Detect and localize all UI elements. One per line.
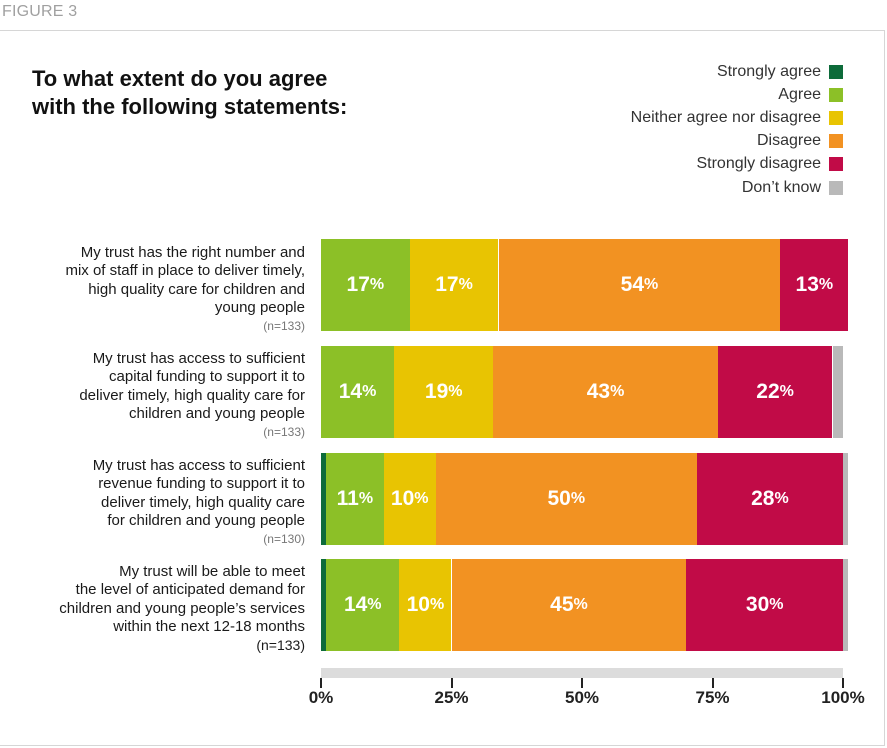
category-text: My trust will be able to meet the level … — [59, 563, 305, 636]
bar-segment — [321, 453, 327, 545]
data-label-unit: % — [369, 276, 385, 293]
data-label: 30 — [745, 593, 770, 616]
bar-segment — [843, 559, 849, 651]
category-text: My trust has access to sufficient revenu… — [92, 457, 305, 530]
data-label: 19 — [424, 380, 449, 403]
x-tick-label: 50% — [564, 688, 600, 707]
x-tick-label: 25% — [434, 688, 469, 707]
category-text: My trust has the right number and mix of… — [65, 244, 305, 317]
legend-swatch — [829, 87, 843, 102]
bar-segment: 19% — [394, 346, 494, 438]
bar-segment: 11% — [326, 453, 384, 545]
sample-size: (n=133) — [256, 636, 305, 653]
data-label: 10 — [406, 593, 430, 616]
data-label: 43 — [586, 380, 611, 403]
data-label: 17 — [346, 273, 370, 296]
data-label: 14 — [338, 380, 363, 403]
chart-panel — [0, 30, 885, 746]
sample-size: (n=133) — [263, 318, 305, 333]
data-label: 22 — [756, 380, 780, 403]
bar-segment: 14% — [326, 559, 400, 651]
data-label-unit: % — [779, 383, 794, 400]
legend-item: Disagree — [631, 130, 843, 153]
legend-label: Neither agree nor disagree — [630, 108, 821, 126]
data-label: 14 — [343, 593, 368, 616]
bar-segment — [321, 559, 327, 651]
bar-segment: 50% — [435, 453, 697, 545]
data-label-unit: % — [367, 596, 382, 613]
legend-item: Strongly agree — [631, 60, 843, 83]
legend-swatch — [829, 64, 843, 79]
data-label-unit: % — [458, 276, 473, 293]
bar-segment: 10% — [383, 453, 436, 545]
x-tick-mark — [320, 678, 322, 688]
x-tick-label: 100% — [821, 688, 865, 707]
data-label-unit: % — [818, 276, 834, 293]
data-label: 10 — [390, 487, 415, 510]
sample-size: (n=133) — [263, 424, 305, 439]
bar-segment: 17% — [321, 239, 410, 331]
data-label-unit: % — [414, 490, 429, 507]
legend-label: Agree — [778, 85, 821, 103]
data-label-unit: % — [358, 490, 374, 507]
data-label: 50 — [547, 487, 571, 510]
x-tick-mark — [581, 678, 583, 688]
legend-swatch — [829, 134, 843, 149]
bar-segment — [843, 453, 849, 545]
data-label-unit: % — [610, 383, 625, 400]
data-label-unit: % — [644, 276, 659, 293]
bar-segment: 43% — [493, 346, 718, 438]
legend-item: Strongly disagree — [631, 153, 843, 176]
legend-label: Disagree — [756, 132, 821, 150]
legend-item: Don’t know — [631, 176, 843, 199]
legend-swatch — [829, 157, 843, 172]
chart-title: To what extent do you agree with the fol… — [32, 66, 348, 119]
x-tick-label: 75% — [695, 688, 730, 707]
x-axis-track — [321, 668, 843, 678]
data-label: 13 — [795, 273, 819, 296]
bar-segment: 22% — [717, 346, 833, 438]
bar-segment: 45% — [451, 559, 687, 651]
legend-item: Agree — [631, 83, 843, 106]
bar-segment: 17% — [409, 239, 499, 331]
legend-label: Don’t know — [741, 178, 821, 196]
x-tick-mark — [711, 678, 714, 688]
data-label-unit: % — [774, 490, 789, 507]
category-text: My trust has access to sufficient capita… — [79, 350, 305, 423]
x-tick-label: 0% — [308, 688, 334, 707]
x-tick-mark — [450, 678, 453, 688]
data-label-unit: % — [448, 383, 463, 400]
x-tick-mark — [842, 678, 844, 688]
bar-segment: 13% — [780, 239, 849, 331]
category-label: My trust has access to sufficient capita… — [20, 350, 305, 440]
bar-segment — [832, 346, 843, 438]
data-label: 45 — [550, 593, 574, 616]
data-label: 54 — [620, 273, 644, 296]
legend-swatch — [829, 180, 843, 195]
legend-item: Neither agree nor disagree — [631, 106, 843, 129]
data-label-unit: % — [429, 596, 445, 613]
legend-swatch — [829, 110, 843, 125]
sample-size: (n=130) — [263, 531, 305, 546]
data-label-unit: % — [362, 383, 377, 400]
data-label: 28 — [751, 487, 775, 510]
data-label: 17 — [435, 273, 459, 296]
data-label-unit: % — [573, 596, 588, 613]
bar-segment: 54% — [498, 239, 781, 331]
bar-segment: 28% — [696, 453, 843, 545]
figure-label: FIGURE 3 — [2, 3, 78, 20]
category-label: My trust has the right number and mix of… — [20, 244, 305, 334]
data-label-unit: % — [570, 490, 586, 507]
legend-label: Strongly agree — [716, 62, 821, 80]
legend-label: Strongly disagree — [696, 155, 821, 173]
data-label-unit: % — [769, 596, 784, 613]
bar-segment: 10% — [399, 559, 452, 651]
bar-segment: 14% — [321, 346, 395, 438]
data-label: 11 — [336, 487, 359, 510]
chart-legend: Strongly agree Agree Neither agree nor dis… — [631, 60, 843, 199]
bar-segment: 30% — [686, 559, 843, 651]
category-label: My trust has access to sufficient revenu… — [20, 457, 305, 547]
category-label: My trust will be able to meet the level … — [20, 563, 305, 653]
